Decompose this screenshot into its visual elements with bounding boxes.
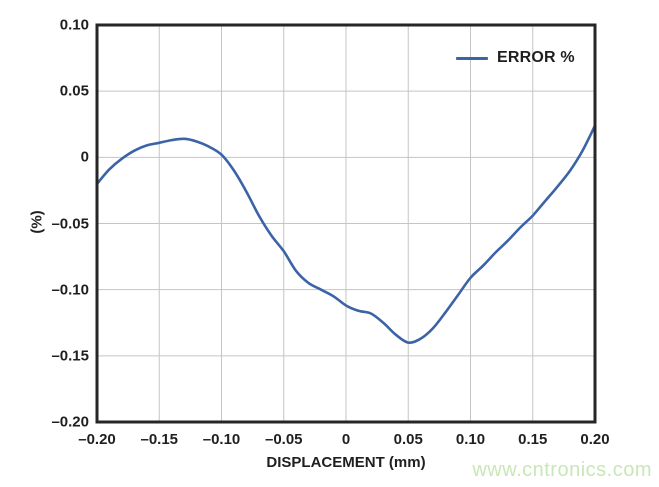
x-tick-label: 0 [341, 431, 351, 448]
x-tick-label: –0.20 [78, 431, 116, 448]
y-tick-label: –0.05 [51, 215, 89, 232]
y-tick-label: 0.05 [59, 82, 89, 100]
x-tick-label: –0.10 [202, 431, 241, 448]
x-tick-label: –0.15 [140, 431, 179, 448]
gridlines [96, 24, 596, 423]
y-tick-label: –0.15 [51, 347, 89, 365]
x-tick-label: 0.20 [580, 431, 610, 448]
x-tick-label: 0.15 [518, 431, 548, 448]
legend-line-swatch [456, 56, 488, 60]
y-axis-title: (%) [28, 210, 46, 234]
legend: ERROR % [456, 49, 575, 67]
x-tick-label: –0.05 [264, 431, 303, 448]
legend-label: ERROR % [497, 49, 575, 66]
error-series-line [95, 124, 597, 345]
x-axis-title: DISPLACEMENT (mm) [266, 454, 426, 471]
plot-border [95, 23, 597, 424]
y-tick-label: 0 [80, 148, 89, 166]
x-tick-label: 0.10 [455, 431, 486, 448]
y-tick-label: –0.10 [51, 281, 89, 299]
watermark: www.cntronics.com [472, 459, 652, 481]
y-tick-label: –0.20 [51, 413, 89, 431]
y-tick-label: 0.10 [59, 16, 89, 34]
x-tick-label: 0.05 [393, 431, 423, 448]
